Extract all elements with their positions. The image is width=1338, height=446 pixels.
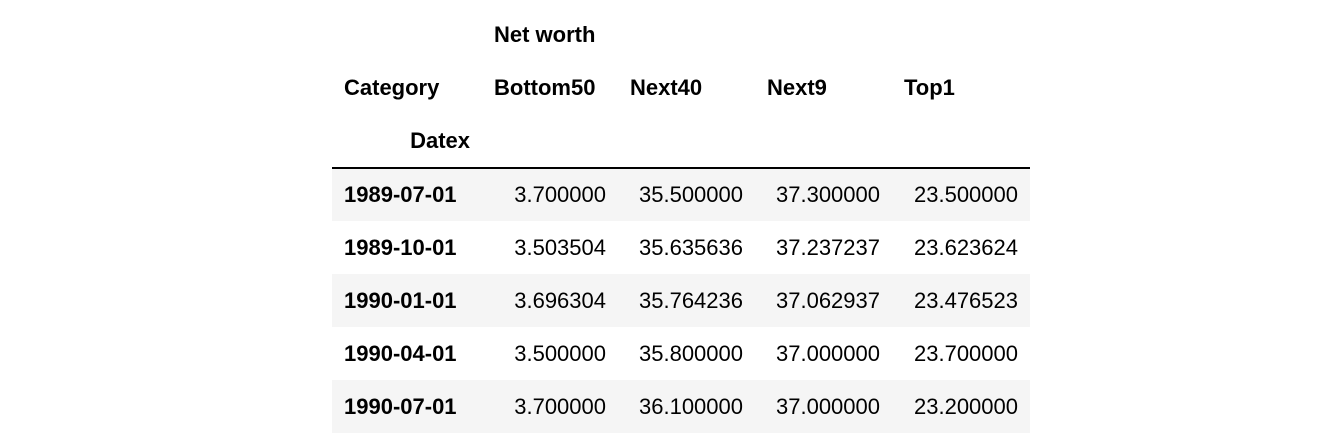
table-row: 1989-07-01 3.700000 35.500000 37.300000 … — [332, 168, 1030, 221]
column-group-label: Net worth — [494, 21, 596, 47]
table-cell: 37.000000 — [776, 340, 880, 366]
table-cell: 3.700000 — [514, 393, 606, 419]
header-blank-cell — [618, 8, 755, 61]
header-blank-cell — [332, 8, 482, 61]
header-row-index-name: Datex — [332, 114, 1030, 169]
row-index: 1990-01-01 — [344, 287, 457, 313]
column-header: Next9 — [767, 74, 827, 100]
table-cell: 35.764236 — [639, 287, 743, 313]
table-row: 1990-07-01 3.700000 36.100000 37.000000 … — [332, 380, 1030, 433]
table-body: 1989-07-01 3.700000 35.500000 37.300000 … — [332, 168, 1030, 433]
column-header: Top1 — [904, 74, 955, 100]
table-row: 1989-10-01 3.503504 35.635636 37.237237 … — [332, 221, 1030, 274]
table-cell: 23.200000 — [914, 393, 1018, 419]
header-blank-cell — [482, 114, 618, 169]
table-cell: 3.500000 — [514, 340, 606, 366]
row-index: 1989-10-01 — [344, 234, 457, 260]
header-blank-cell — [755, 8, 892, 61]
table-cell: 3.696304 — [514, 287, 606, 313]
header-row-columns: Category Bottom50 Next40 Next9 Top1 — [332, 61, 1030, 114]
table-cell: 37.000000 — [776, 393, 880, 419]
header-row-group: Net worth — [332, 8, 1030, 61]
columns-name-label: Category — [344, 74, 440, 100]
row-index: 1990-04-01 — [344, 340, 457, 366]
table-cell: 37.237237 — [776, 234, 880, 260]
table-row: 1990-04-01 3.500000 35.800000 37.000000 … — [332, 327, 1030, 380]
table-header: Net worth Category Bottom50 Next40 Next9… — [332, 8, 1030, 169]
table-cell: 23.623624 — [914, 234, 1018, 260]
dataframe-output: Net worth Category Bottom50 Next40 Next9… — [332, 8, 1030, 433]
table-cell: 3.700000 — [514, 182, 606, 207]
table-cell: 23.500000 — [914, 182, 1018, 207]
table-row: 1990-01-01 3.696304 35.764236 37.062937 … — [332, 274, 1030, 327]
table-cell: 36.100000 — [639, 393, 743, 419]
table-cell: 35.500000 — [639, 182, 743, 207]
header-blank-cell — [892, 114, 1030, 169]
table-cell: 35.635636 — [639, 234, 743, 260]
column-header: Next40 — [630, 74, 703, 100]
row-index: 1989-07-01 — [344, 182, 457, 207]
index-name-label: Datex — [332, 114, 482, 169]
table-cell: 37.300000 — [776, 182, 880, 207]
column-header: Bottom50 — [494, 74, 596, 100]
header-blank-cell — [892, 8, 1030, 61]
table-cell: 23.476523 — [914, 287, 1018, 313]
row-index: 1990-07-01 — [344, 393, 457, 419]
dataframe-table: Net worth Category Bottom50 Next40 Next9… — [332, 8, 1030, 433]
header-blank-cell — [618, 114, 755, 169]
table-cell: 37.062937 — [776, 287, 880, 313]
header-blank-cell — [755, 114, 892, 169]
table-cell: 3.503504 — [514, 234, 606, 260]
table-cell: 35.800000 — [639, 340, 743, 366]
table-cell: 23.700000 — [914, 340, 1018, 366]
